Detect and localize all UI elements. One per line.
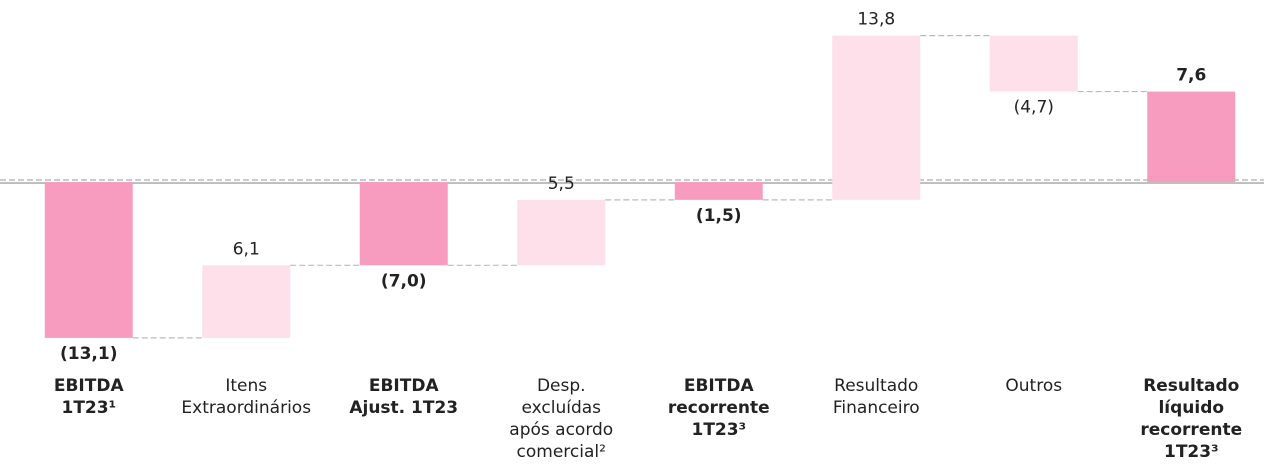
- x-tick-label: Desp.: [537, 376, 586, 396]
- x-tick-label: excluídas: [521, 398, 601, 418]
- bar: [44, 182, 133, 338]
- bar: [674, 182, 763, 200]
- bar: [1147, 91, 1236, 182]
- x-tick-label: 1T23¹: [61, 398, 116, 418]
- x-tick-label: líquido: [1158, 398, 1224, 418]
- value-label: 5,5: [548, 174, 575, 194]
- x-tick-label: EBITDA: [369, 376, 440, 396]
- bar: [517, 199, 606, 266]
- x-tick-label: comercial²: [517, 442, 606, 462]
- x-tick-label: recorrente: [668, 398, 770, 418]
- value-label: (4,7): [1014, 98, 1054, 118]
- x-tick-label: Extraordinários: [181, 398, 311, 418]
- x-tick-label: EBITDA: [684, 376, 755, 396]
- value-label: 7,6: [1176, 66, 1206, 86]
- value-label: (13,1): [60, 344, 117, 364]
- x-tick-label: Ajust. 1T23: [349, 398, 458, 418]
- x-tick-label: Financeiro: [833, 398, 920, 418]
- bar: [202, 265, 291, 338]
- x-tick-label: Outros: [1005, 376, 1062, 396]
- bar: [989, 35, 1078, 92]
- x-tick-label: recorrente: [1140, 420, 1242, 440]
- x-tick-label: Itens: [225, 376, 267, 396]
- x-tick-label: 1T23³: [1164, 442, 1219, 462]
- x-tick-label: após acordo: [509, 420, 613, 440]
- x-tick-label: 1T23³: [691, 420, 746, 440]
- value-label: 13,8: [857, 10, 895, 30]
- bar: [832, 35, 921, 200]
- bar: [359, 182, 448, 266]
- value-label: (1,5): [696, 206, 742, 226]
- x-tick-label: EBITDA: [54, 376, 125, 396]
- x-tick-label: Resultado: [834, 376, 918, 396]
- value-label: (7,0): [381, 271, 427, 291]
- x-tick-label: Resultado: [1143, 376, 1239, 396]
- value-label: 6,1: [233, 239, 260, 259]
